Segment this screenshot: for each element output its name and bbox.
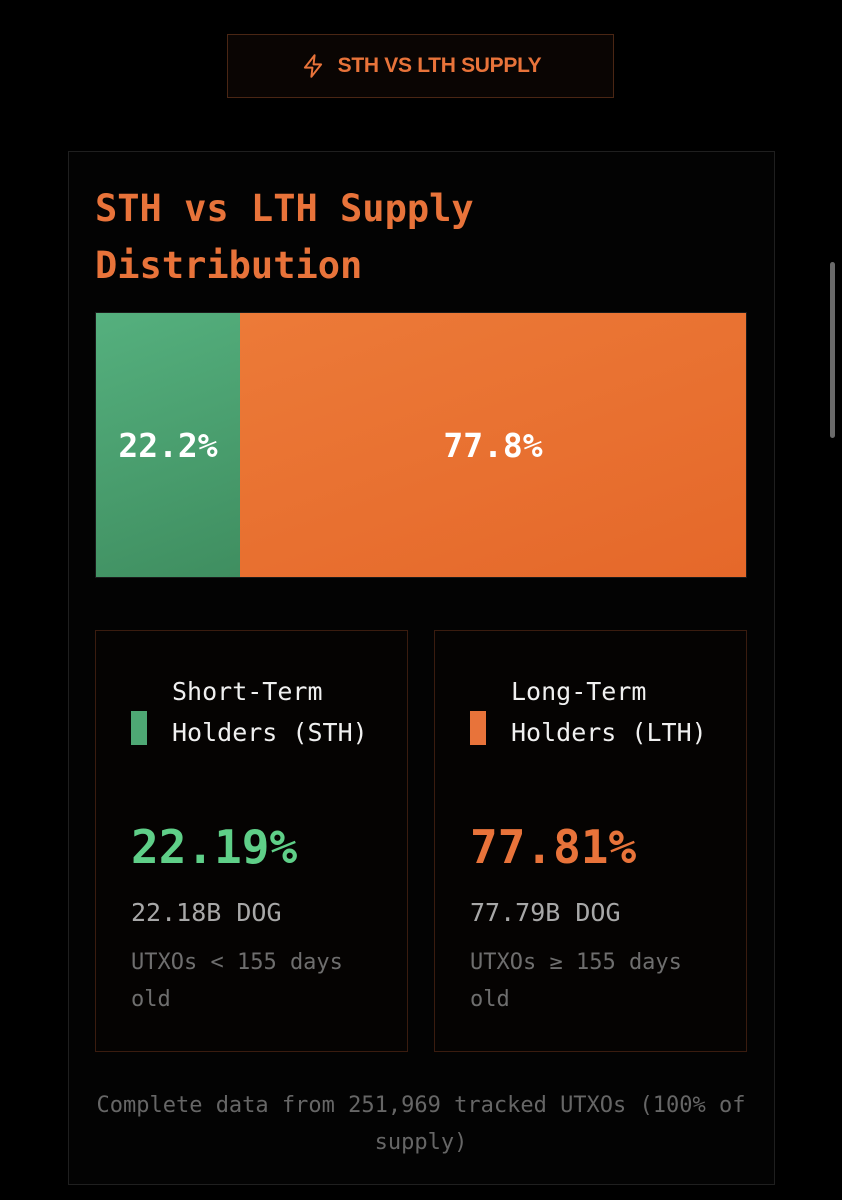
lth-holder-name: Long-Term Holders (LTH): [511, 677, 707, 747]
scrollbar-thumb[interactable]: [830, 262, 835, 438]
lth-description: UTXOs ≥ 155 days old: [470, 950, 682, 1012]
lth-legend-swatch: [470, 711, 486, 745]
lth-amount: 77.79B DOG: [470, 898, 621, 927]
bar-segment-lth: 77.8%: [240, 313, 746, 577]
card-title: STH vs LTH Supply Distribution: [95, 187, 474, 287]
sth-description: UTXOs < 155 days old: [131, 950, 343, 1012]
supply-stacked-bar: 22.2% 77.8%: [95, 312, 747, 578]
lightning-bolt-icon: [300, 53, 326, 79]
lth-percentage: 77.81%: [470, 820, 637, 874]
sth-legend-swatch: [131, 711, 147, 745]
data-source-note: Complete data from 251,969 tracked UTXOs…: [96, 1093, 746, 1155]
sth-holder-name: Short-Term Holders (STH): [172, 677, 368, 747]
sth-percentage: 22.19%: [131, 820, 298, 874]
sth-amount: 22.18B DOG: [131, 898, 282, 927]
section-tag: STH VS LTH SUPPLY: [227, 34, 614, 98]
bar-segment-sth: 22.2%: [96, 313, 240, 577]
bar-label-sth: 22.2%: [118, 425, 218, 465]
section-tag-label: STH VS LTH SUPPLY: [337, 54, 542, 77]
sth-stat-panel: Short-Term Holders (STH) 22.19% 22.18B D…: [95, 630, 408, 1052]
lth-stat-panel: Long-Term Holders (LTH) 77.81% 77.79B DO…: [434, 630, 747, 1052]
bar-label-lth: 77.8%: [443, 425, 543, 465]
